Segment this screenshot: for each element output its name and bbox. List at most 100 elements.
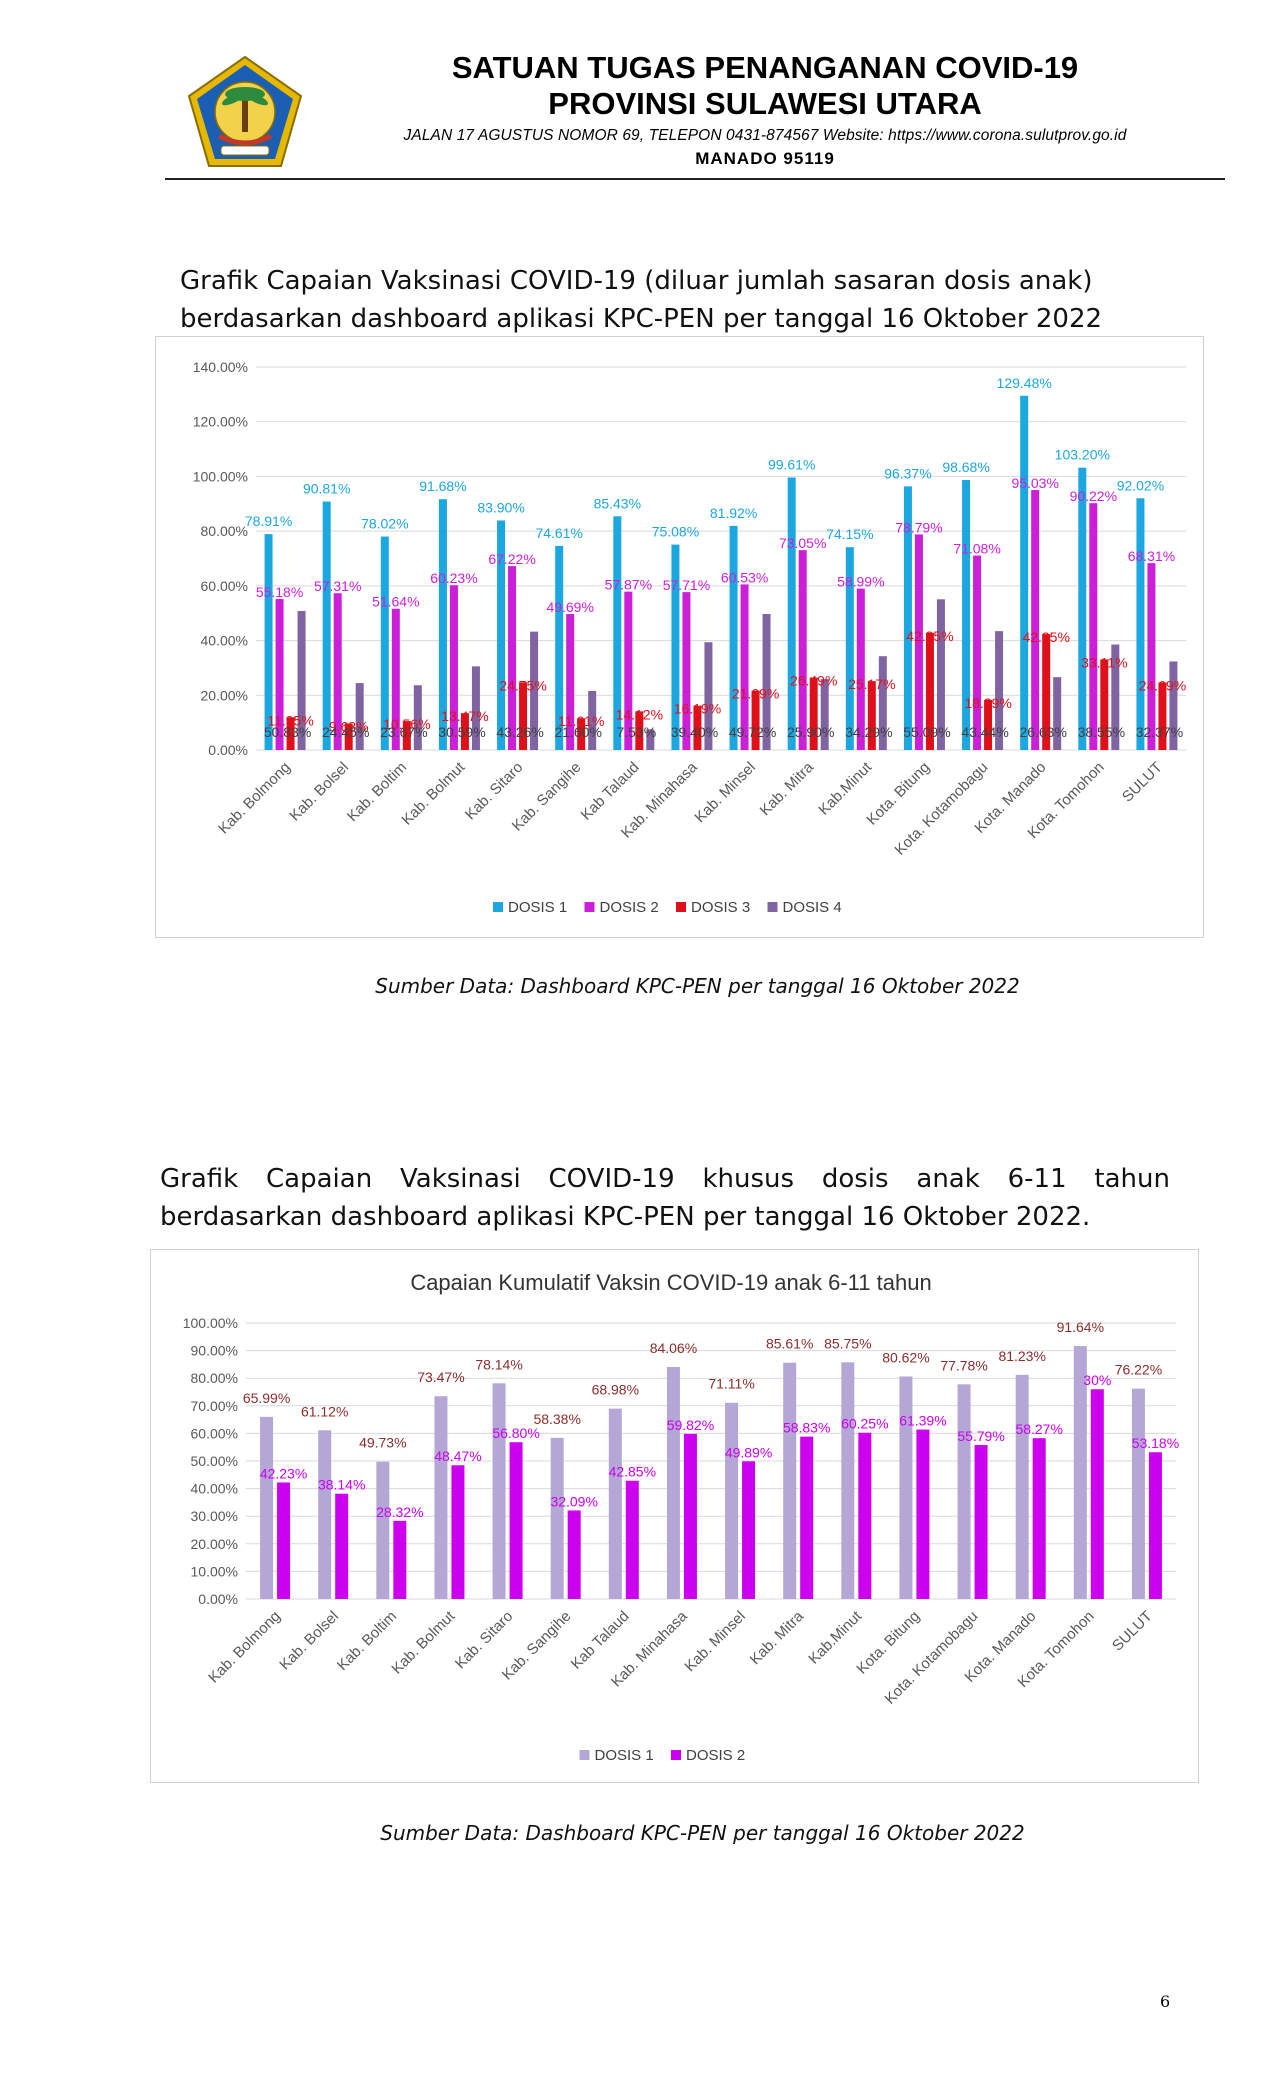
data-label: 49.72% [729, 724, 776, 740]
provincial-emblem-icon [187, 55, 303, 167]
bar-dosis-1 [608, 1408, 622, 1599]
data-label: 95.03% [1011, 475, 1058, 491]
data-label: 81.92% [710, 505, 757, 521]
bar-dosis-2 [916, 1429, 930, 1599]
bar-dosis-2 [391, 608, 400, 750]
bar-dosis-2 [451, 1465, 465, 1599]
org-name-line2: PROVINSI SULAWESI UTARA [548, 86, 982, 121]
data-label: 67.22% [488, 551, 535, 567]
data-label: 56.80% [492, 1425, 539, 1441]
data-label: 42.23% [260, 1465, 307, 1481]
bar-dosis-3 [1042, 634, 1051, 750]
data-label: 28.32% [376, 1504, 423, 1520]
bar-dosis-2 [509, 1442, 523, 1599]
bar-dosis-2 [625, 1480, 639, 1599]
bar-dosis-2 [914, 534, 923, 750]
data-label: 42.85% [906, 628, 953, 644]
letterhead: SATUAN TUGAS PENANGANAN COVID-19 PROVINS… [165, 50, 1225, 182]
data-label: 96.37% [884, 465, 931, 481]
data-label: 92.02% [1117, 477, 1164, 493]
data-label: 58.38% [533, 1411, 580, 1427]
y-tick-label: 120.00% [193, 414, 248, 430]
data-label: 129.48% [997, 375, 1052, 391]
bar-dosis-4 [1111, 644, 1120, 750]
bar-dosis-1 [787, 477, 796, 750]
bar-dosis-2 [856, 588, 865, 750]
data-label: 74.61% [535, 525, 582, 541]
bar-dosis-2 [393, 1520, 407, 1599]
bar-dosis-2 [742, 1461, 756, 1599]
bar-dosis-2 [277, 1482, 291, 1599]
data-label: 30.59% [438, 724, 485, 740]
chart1-caption: Grafik Capaian Vaksinasi COVID-19 (dilua… [180, 266, 1103, 372]
bar-dosis-2 [740, 584, 749, 750]
x-tick-label: Kab. Bolmut [388, 1607, 458, 1677]
bar-dosis-1 [899, 1376, 913, 1599]
x-tick-label: Kab. Bolmong [215, 759, 294, 838]
bar-dosis-1 [962, 480, 971, 750]
legend-label: DOSIS 1 [595, 1747, 654, 1764]
data-label: 32.37% [1136, 724, 1183, 740]
data-label: 80.62% [882, 1349, 929, 1365]
data-label: 68.31% [1128, 548, 1175, 564]
legend-label: DOSIS 3 [691, 899, 750, 916]
data-label: 24.75% [499, 677, 546, 693]
data-label: 60.25% [841, 1416, 888, 1432]
bar-dosis-1 [322, 501, 331, 750]
data-label: 24.69% [1139, 677, 1186, 693]
bar-dosis-1 [671, 544, 680, 750]
data-label: 61.39% [899, 1413, 946, 1429]
y-tick-label: 30.00% [191, 1508, 238, 1524]
bar-dosis-1 [613, 516, 622, 750]
bar-dosis-1 [1131, 1388, 1145, 1599]
legend-swatch [584, 902, 595, 912]
bar-dosis-3 [693, 705, 702, 750]
data-label: 81.23% [998, 1348, 1045, 1364]
y-tick-label: 0.00% [198, 1591, 238, 1607]
data-label: 73.05% [779, 535, 826, 551]
bar-dosis-1 [555, 545, 564, 750]
bar-dosis-1 [438, 499, 447, 750]
bar-dosis-2 [1148, 1452, 1162, 1599]
bar-dosis-1 [1136, 498, 1145, 750]
y-tick-label: 100.00% [183, 1315, 238, 1331]
bar-dosis-3 [577, 718, 586, 750]
data-label: 68.98% [592, 1382, 639, 1398]
chart-vaksinasi-anak: Capaian Kumulatif Vaksin COVID-19 anak 6… [150, 1249, 1199, 1783]
org-city: MANADO 95119 [695, 149, 835, 168]
bar-dosis-2 [858, 1432, 872, 1599]
y-tick-label: 10.00% [191, 1563, 238, 1579]
x-tick-label: Kab. Bolsel [276, 1608, 342, 1674]
legend-label: DOSIS 1 [508, 899, 567, 916]
chart2-svg: Capaian Kumulatif Vaksin COVID-19 anak 6… [183, 1270, 1179, 1764]
data-label: 10.56% [383, 716, 430, 732]
bar-dosis-4 [355, 683, 364, 750]
letterhead-divider [165, 178, 1225, 180]
bar-dosis-2 [1031, 490, 1040, 750]
data-label: 26.63% [1019, 724, 1066, 740]
y-tick-label: 20.00% [191, 1536, 238, 1552]
legend-swatch [671, 1750, 681, 1760]
bar-dosis-1 [260, 1416, 274, 1599]
data-label: 78.79% [895, 519, 942, 535]
data-label: 16.19% [674, 701, 721, 717]
bar-dosis-2 [800, 1436, 814, 1599]
data-label: 71.08% [953, 541, 1000, 557]
bar-dosis-4 [878, 656, 887, 750]
bar-dosis-4 [1169, 661, 1178, 750]
data-label: 51.64% [372, 594, 419, 610]
x-tick-label: SULUT [1119, 759, 1166, 806]
data-label: 26.49% [790, 673, 837, 689]
bar-dosis-1 [783, 1362, 797, 1599]
page-number: 6 [1160, 1992, 1171, 2011]
bar-dosis-2 [275, 599, 284, 750]
org-address: JALAN 17 AGUSTUS NOMOR 69, TELEPON 0431-… [403, 127, 1127, 144]
data-label: 32.09% [550, 1493, 597, 1509]
data-label: 103.20% [1055, 447, 1110, 463]
bar-dosis-1 [1078, 467, 1087, 750]
data-label: 91.64% [1057, 1319, 1104, 1335]
data-label: 33.11% [1081, 654, 1127, 670]
org-name-line1: SATUAN TUGAS PENANGANAN COVID-19 [451, 50, 1079, 85]
data-label: 49.69% [546, 599, 593, 615]
y-tick-label: 60.00% [201, 578, 248, 594]
